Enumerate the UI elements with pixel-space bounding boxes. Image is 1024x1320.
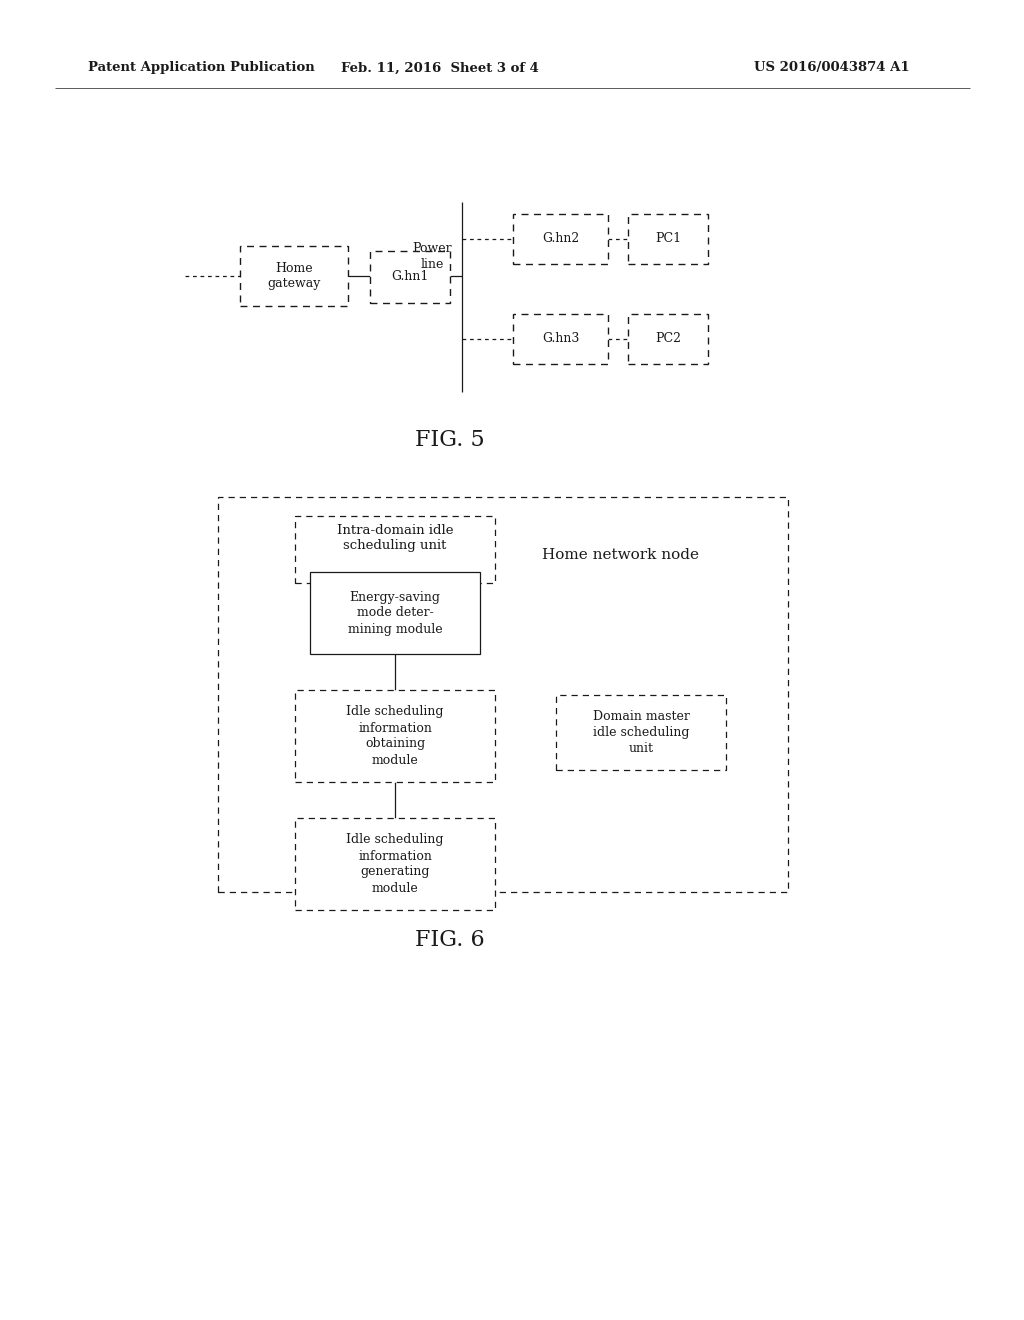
Bar [240,246,348,306]
Bar [556,696,726,770]
Bar [218,498,788,892]
Text: G.hn1: G.hn1 [391,271,429,284]
Text: Home network node: Home network node [542,548,698,562]
Text: FIG. 5: FIG. 5 [415,429,484,451]
Bar [370,251,450,304]
Bar [310,572,480,653]
Text: G.hn3: G.hn3 [542,333,580,346]
Bar [295,818,495,909]
Bar [295,690,495,781]
Bar [295,516,495,583]
Text: PC1: PC1 [655,232,681,246]
Text: FIG. 6: FIG. 6 [415,929,484,950]
Bar [513,314,608,364]
Bar [628,314,708,364]
Text: Patent Application Publication: Patent Application Publication [88,62,314,74]
Text: Intra-domain idle
scheduling unit: Intra-domain idle scheduling unit [337,524,454,553]
Text: Feb. 11, 2016  Sheet 3 of 4: Feb. 11, 2016 Sheet 3 of 4 [341,62,539,74]
Text: Energy-saving
mode deter-
mining module: Energy-saving mode deter- mining module [348,590,442,635]
Text: Domain master
idle scheduling
unit: Domain master idle scheduling unit [593,710,689,755]
Text: Power
line: Power line [413,242,452,271]
Text: G.hn2: G.hn2 [542,232,580,246]
Text: Home
gateway: Home gateway [267,261,321,290]
Text: Idle scheduling
information
obtaining
module: Idle scheduling information obtaining mo… [346,705,443,767]
Text: Idle scheduling
information
generating
module: Idle scheduling information generating m… [346,833,443,895]
Bar [513,214,608,264]
Text: PC2: PC2 [655,333,681,346]
Bar [628,214,708,264]
Text: US 2016/0043874 A1: US 2016/0043874 A1 [755,62,910,74]
